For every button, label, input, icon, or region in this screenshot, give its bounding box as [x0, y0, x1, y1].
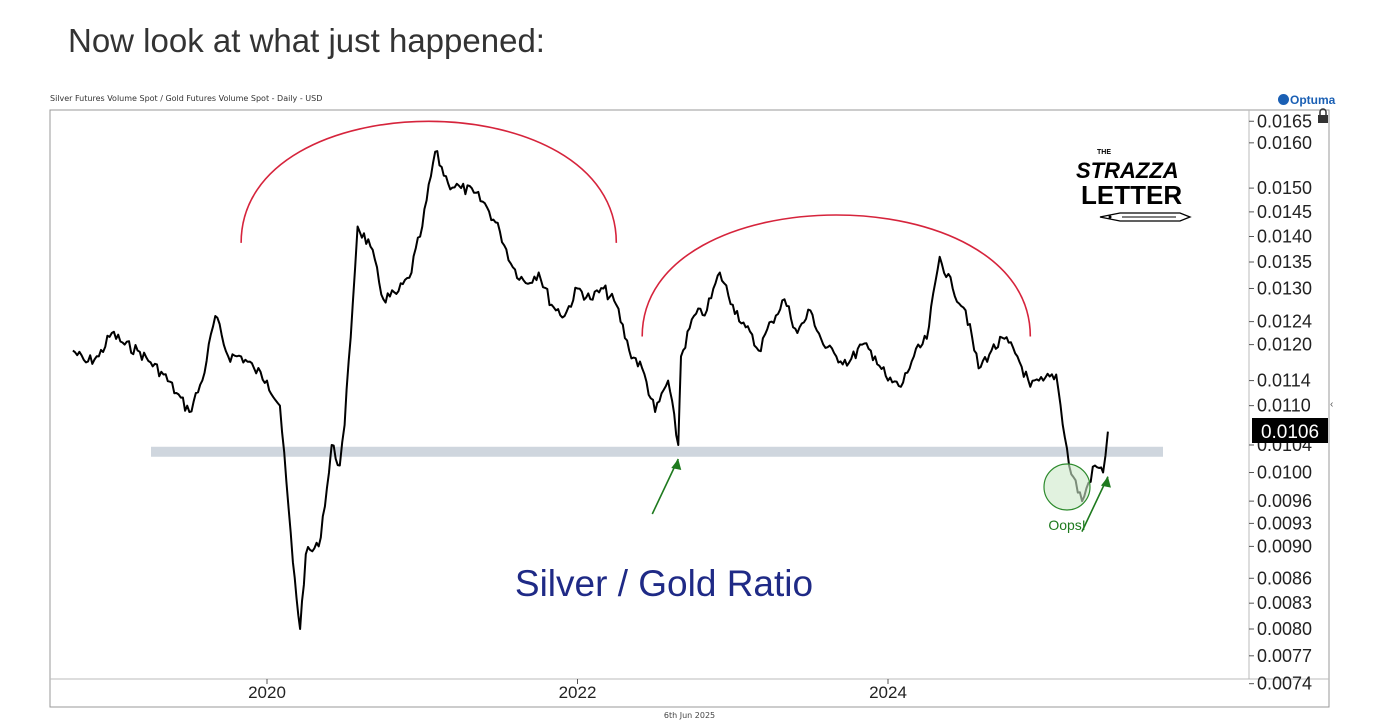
chart-date-label: 6th Jun 2025: [663, 711, 716, 720]
optuma-brand-label: Optuma: [1290, 93, 1336, 107]
slide-title: Now look at what just happened:: [68, 22, 545, 59]
y-tick-label: 0.0110: [1257, 396, 1311, 416]
lock-icon: [1318, 108, 1328, 123]
y-tick-label: 0.0140: [1257, 226, 1312, 246]
y-tick-label: 0.0080: [1257, 619, 1312, 639]
y-tick-label: 0.0090: [1257, 536, 1312, 556]
arc-annotation-1: [240, 120, 618, 243]
y-tick-label: 0.0093: [1257, 513, 1312, 533]
y-tick-label: 0.0086: [1257, 568, 1312, 588]
x-tick-label: 2024: [869, 683, 907, 702]
ratio-line: [72, 150, 1109, 630]
green-arrowhead-1: [671, 458, 682, 470]
y-tick-label: 0.0096: [1257, 491, 1312, 511]
y-tick-label: 0.0160: [1257, 133, 1312, 153]
plot-frame: [49, 109, 1330, 708]
y-tick-label: 0.0150: [1257, 178, 1312, 198]
last-price-value: 0.0106: [1261, 422, 1319, 443]
last-price-badge: 0.0106: [1252, 418, 1328, 443]
x-tick-label: 2020: [248, 683, 286, 702]
logo-the: THE: [1097, 149, 1111, 156]
oops-label: Oops!: [1048, 517, 1085, 533]
optuma-brand: Optuma: [1278, 93, 1335, 107]
collapse-chevron-icon[interactable]: ‹: [1330, 399, 1333, 410]
y-tick-label: 0.0083: [1257, 593, 1312, 613]
y-tick-label: 0.0114: [1257, 371, 1311, 391]
y-tick-label: 0.0135: [1257, 252, 1312, 272]
y-tick-label: 0.0130: [1257, 278, 1312, 298]
strazza-logo: THE STRAZZA LETTER: [1076, 149, 1192, 222]
y-tick-label: 0.0165: [1257, 111, 1312, 131]
support-band: [151, 446, 1163, 457]
green-arrowhead-2: [1100, 476, 1111, 488]
y-tick-label: 0.0124: [1257, 312, 1312, 332]
y-tick-label: 0.0100: [1257, 462, 1312, 482]
pen-icon: [1099, 212, 1192, 222]
arc-annotation-2: [641, 214, 1032, 337]
y-tick-label: 0.0145: [1257, 202, 1312, 222]
y-tick-label: 0.0120: [1257, 335, 1312, 355]
logo-line2: LETTER: [1081, 180, 1182, 210]
y-tick-label: 0.0077: [1257, 646, 1312, 666]
x-tick-label: 2022: [559, 683, 597, 702]
logo-line1: STRAZZA: [1076, 158, 1179, 183]
oops-circle: [1043, 463, 1091, 511]
last-price-box: [1252, 418, 1328, 443]
optuma-logo-icon: [1278, 94, 1289, 105]
y-tick-label: 0.0074: [1257, 674, 1312, 694]
chart-source-label: Silver Futures Volume Spot / Gold Future…: [50, 94, 323, 103]
chart-big-label: Silver / Gold Ratio: [515, 563, 813, 604]
